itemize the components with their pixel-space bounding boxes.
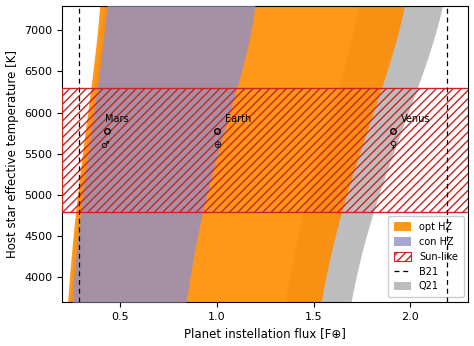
Text: ♂: ♂ (100, 140, 109, 150)
Text: ♀: ♀ (390, 140, 397, 150)
Text: Mars: Mars (105, 115, 128, 124)
X-axis label: Planet instellation flux [F⊕]: Planet instellation flux [F⊕] (184, 327, 346, 340)
Text: Venus: Venus (401, 115, 430, 124)
Y-axis label: Host star effective temperature [K]: Host star effective temperature [K] (6, 50, 18, 258)
Bar (62, 88, 468, 211)
Legend: opt HZ, con HZ, Sun-like, B21, Q21: opt HZ, con HZ, Sun-like, B21, Q21 (388, 216, 464, 297)
Text: ⊕: ⊕ (213, 140, 221, 150)
Text: Earth: Earth (225, 115, 251, 124)
